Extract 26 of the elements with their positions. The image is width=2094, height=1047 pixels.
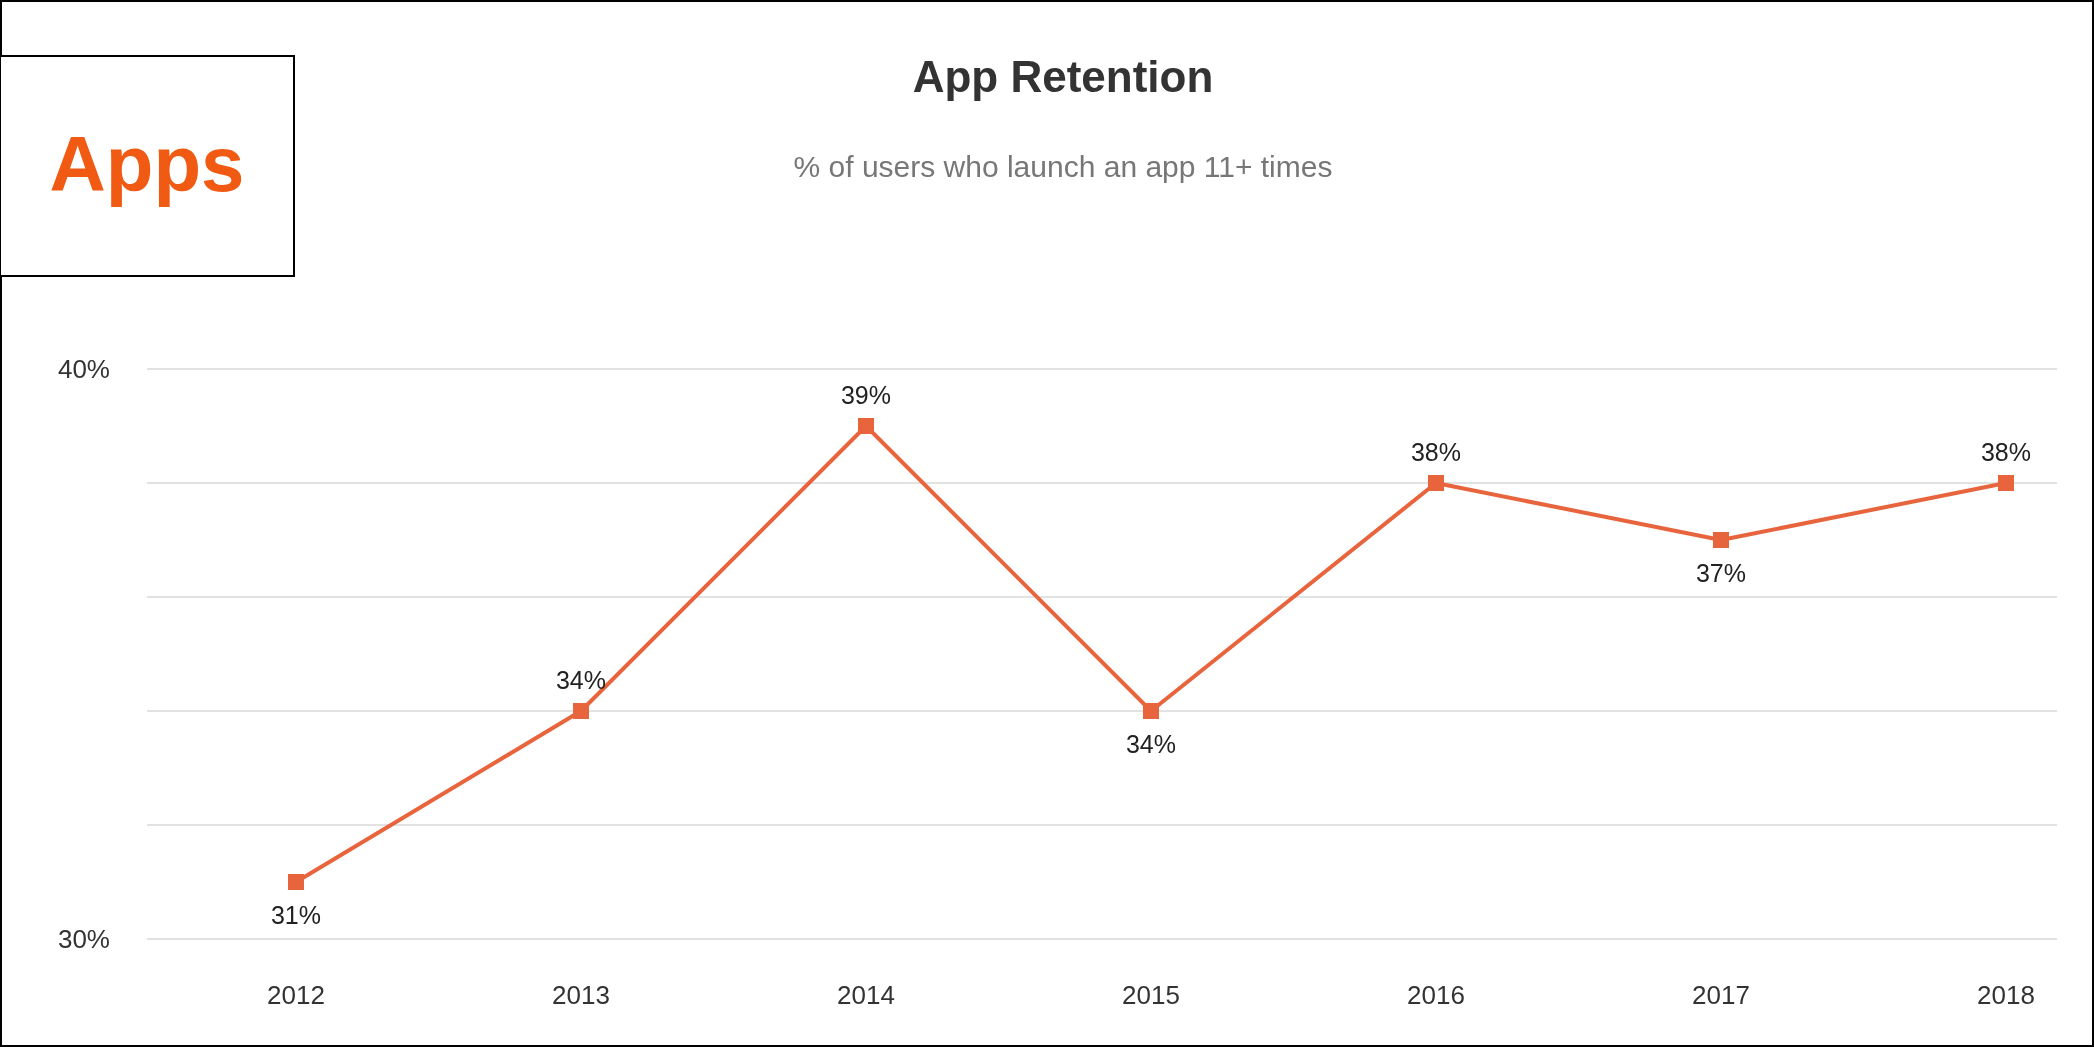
data-label: 39% (840, 381, 892, 409)
x-tick-label: 2018 (1977, 980, 2035, 1010)
point (1428, 475, 1444, 491)
x-tick-label: 2017 (1692, 980, 1750, 1010)
point (1143, 703, 1159, 719)
data-label: 34% (1125, 730, 1177, 758)
x-tick-label: 2013 (552, 980, 610, 1010)
point (1713, 532, 1729, 548)
chart-subtitle: % of users who launch an app 11+ times (793, 150, 1333, 183)
data-label: 38% (1980, 438, 2032, 466)
x-tick-label: 2016 (1407, 980, 1465, 1010)
y-tick-label: 30% (57, 924, 110, 955)
point (1998, 475, 2014, 491)
data-label: 31% (270, 901, 322, 929)
data-label: 34% (555, 666, 607, 694)
chart-title: App Retention (912, 52, 1214, 101)
x-tick-label: 2012 (267, 980, 325, 1010)
point (573, 703, 589, 719)
text: Apps (49, 120, 245, 208)
x-tick-label: 2015 (1122, 980, 1180, 1010)
x-tick-label: 2014 (837, 980, 895, 1010)
data-label: 38% (1410, 438, 1462, 466)
data-label: 37% (1695, 559, 1747, 587)
y-tick-label: 40% (57, 354, 110, 385)
point (288, 874, 304, 890)
point (858, 418, 874, 434)
